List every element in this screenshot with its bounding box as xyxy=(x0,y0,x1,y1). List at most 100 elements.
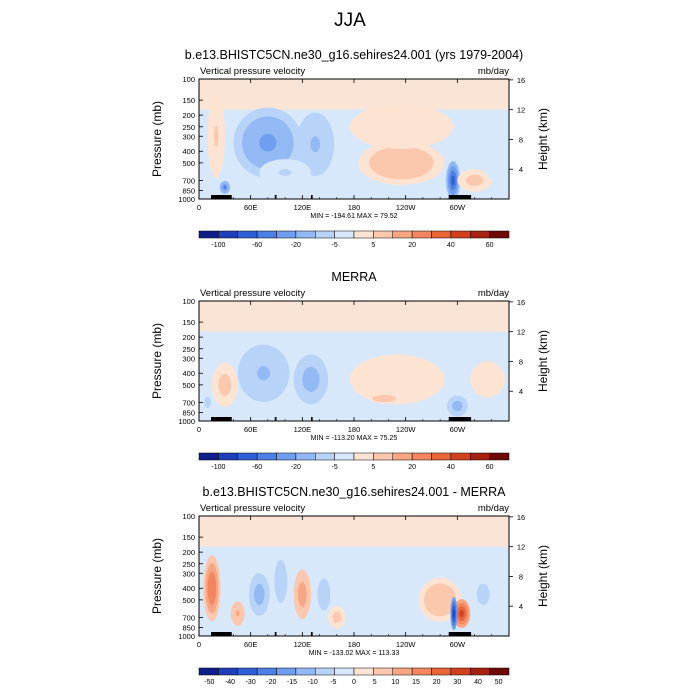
topography xyxy=(274,195,277,199)
colorbar-label: 20 xyxy=(433,679,441,686)
field-blob xyxy=(334,614,339,621)
colorbar-label: 15 xyxy=(412,679,420,686)
colorbar-label: -60 xyxy=(252,242,262,249)
y-tick-label: 100 xyxy=(182,512,195,521)
colorbar-label: 0 xyxy=(352,679,356,686)
colorbar-box xyxy=(256,230,277,239)
y2-tick-label: 4 xyxy=(519,165,523,174)
colorbar-box xyxy=(392,667,413,676)
colorbar-box xyxy=(256,452,277,461)
colorbar-box xyxy=(237,667,258,676)
y-tick-label: 200 xyxy=(182,333,195,342)
colorbar-box xyxy=(373,667,393,676)
x-tick-label: 60E xyxy=(244,203,257,212)
colorbar-box xyxy=(392,452,413,461)
x-tick-label: 60E xyxy=(244,425,257,434)
topography xyxy=(211,417,232,421)
colorbar-label: -5 xyxy=(332,464,338,471)
colorbar-box xyxy=(373,452,393,461)
colorbar-box xyxy=(315,452,335,461)
field-blob xyxy=(205,399,210,406)
y-tick-label: 300 xyxy=(182,354,195,363)
y2-tick-label: 8 xyxy=(519,135,523,144)
colorbar-box xyxy=(295,230,316,239)
y2-tick-label: 16 xyxy=(517,76,525,85)
colorbar-label: 5 xyxy=(373,679,377,686)
colorbar-label: -10 xyxy=(308,679,318,686)
colorbar-box xyxy=(450,452,471,461)
y2-axis-label: Height (km) xyxy=(536,545,550,607)
topography xyxy=(274,417,277,421)
y-tick-label: 1000 xyxy=(178,195,195,204)
colorbar-box xyxy=(276,230,297,239)
colorbar-box xyxy=(295,667,316,676)
colorbar-box xyxy=(353,230,374,239)
field-blob xyxy=(321,589,327,600)
field-blob xyxy=(459,609,464,618)
panel-right-string-2: mb/day xyxy=(478,503,509,514)
colorbar-box xyxy=(334,452,355,461)
colorbar-box xyxy=(218,452,238,461)
colorbar-label: -20 xyxy=(266,679,276,686)
field-blob xyxy=(278,169,292,176)
y-tick-label: 150 xyxy=(182,533,195,542)
field-blob xyxy=(257,366,271,381)
field-blob xyxy=(221,379,229,391)
x-tick-label: 120E xyxy=(294,203,312,212)
field-0 xyxy=(199,79,509,199)
colorbar-label: 60 xyxy=(486,464,494,471)
colorbar-box xyxy=(237,230,258,239)
field-blob xyxy=(310,136,320,153)
y-tick-label: 700 xyxy=(182,176,195,185)
colorbar-label: -5 xyxy=(332,242,338,249)
colorbar-box xyxy=(373,230,393,239)
colorbar-box xyxy=(334,230,355,239)
x-tick-label: 180 xyxy=(348,640,361,649)
y-tick-label: 500 xyxy=(182,596,195,605)
panel-title-0: b.e13.BHISTC5CN.ne30_g16.sehires24.001 (… xyxy=(185,48,523,62)
colorbar-box xyxy=(353,452,374,461)
colorbar-label: 50 xyxy=(495,679,503,686)
figure-title: JJA xyxy=(334,10,366,31)
field-blob xyxy=(306,373,316,386)
field-blob xyxy=(388,121,415,133)
y-axis-label: Pressure (mb) xyxy=(150,101,164,177)
colorbar-box xyxy=(295,452,316,461)
colorbar-box xyxy=(276,452,297,461)
colorbar-label: 40 xyxy=(474,679,482,686)
topography xyxy=(448,417,472,421)
y-tick-label: 500 xyxy=(182,381,195,390)
y-tick-label: 200 xyxy=(182,111,195,120)
field-blob xyxy=(236,610,240,617)
colorbar-box xyxy=(411,452,432,461)
colorbar-label: 30 xyxy=(453,679,461,686)
y-tick-label: 400 xyxy=(182,369,195,378)
field-blob xyxy=(453,609,455,618)
y2-tick-label: 12 xyxy=(517,328,525,337)
y2-tick-label: 12 xyxy=(517,106,525,115)
colorbar-label: -100 xyxy=(211,242,225,249)
y2-tick-label: 8 xyxy=(519,572,523,581)
field-blob xyxy=(385,373,409,386)
colorbar-box xyxy=(489,667,510,676)
field-2 xyxy=(199,516,509,636)
y2-tick-label: 4 xyxy=(519,387,523,396)
y2-axis-label: Height (km) xyxy=(536,108,550,170)
panel-title-1: MERRA xyxy=(331,270,377,284)
topography xyxy=(211,632,232,636)
y-tick-label: 250 xyxy=(182,123,195,132)
y2-tick-label: 12 xyxy=(517,543,525,552)
colorbar-label: -50 xyxy=(204,679,214,686)
colorbar-label: 5 xyxy=(371,242,375,249)
x-tick-label: 180 xyxy=(348,203,361,212)
colorbar-box xyxy=(218,230,238,239)
colorbar-box xyxy=(198,667,219,676)
colorbar-label: -20 xyxy=(291,242,301,249)
field-upper-band xyxy=(199,516,509,547)
panel-left-string-1: Vertical pressure velocity xyxy=(200,288,305,299)
colorbar-box xyxy=(392,230,413,239)
x-tick-label: 180 xyxy=(348,425,361,434)
colorbar-label: -5 xyxy=(330,679,336,686)
y-axis-label: Pressure (mb) xyxy=(150,323,164,399)
